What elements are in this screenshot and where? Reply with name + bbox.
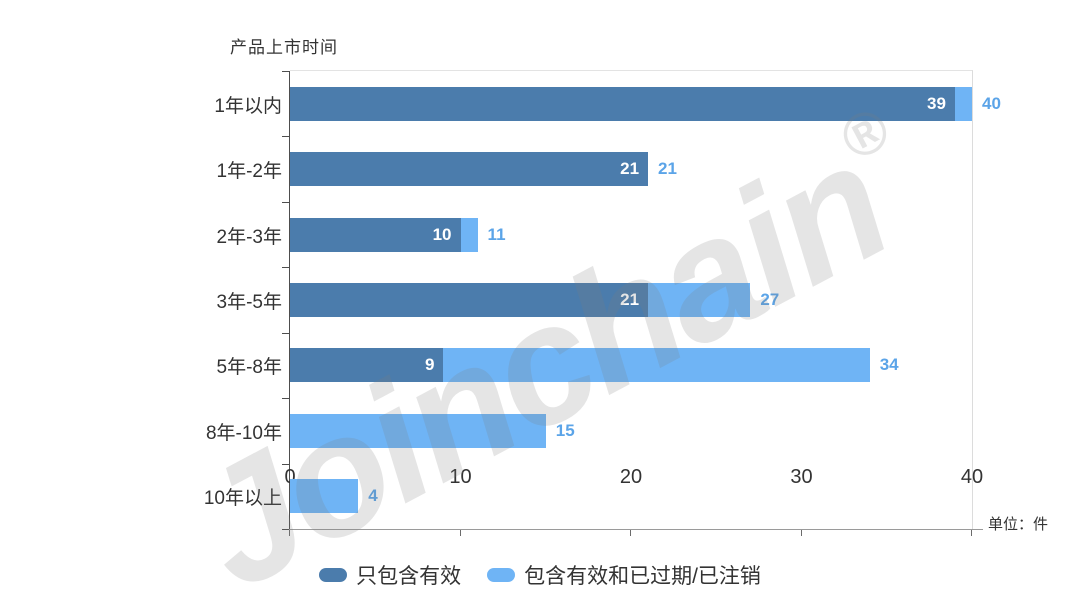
value-label-only-valid-1: 21 — [620, 159, 640, 179]
value-label-including-expired-0: 40 — [982, 93, 1001, 113]
value-label-only-valid-4: 9 — [424, 355, 435, 375]
x-axis-tick — [630, 530, 631, 536]
value-label-including-expired-2: 11 — [487, 224, 506, 244]
value-label-only-valid-0: 39 — [927, 93, 946, 113]
legend-marker-icon — [319, 568, 348, 582]
category-label-3: 3年-5年 — [216, 292, 282, 313]
plot-area: 39 40 21 21 10 11 21 27 9 34 15 4 — [282, 70, 1001, 536]
value-label-including-expired-1: 21 — [658, 159, 677, 179]
value-label-including-expired-3: 27 — [760, 290, 780, 309]
category-label-0: 1年以内 — [214, 95, 282, 117]
y-axis-line — [289, 71, 290, 530]
legend-marker-icon — [487, 568, 516, 582]
x-axis-tick — [459, 530, 461, 536]
y-axis-tick — [282, 136, 289, 138]
value-label-including-expired-4: 34 — [879, 355, 899, 375]
x-axis-tick — [971, 530, 972, 536]
category-label-1: 1年-2年 — [216, 161, 282, 183]
category-label-2: 2年-3年 — [216, 226, 282, 248]
x-axis-tick — [289, 530, 290, 536]
value-label-only-valid-2: 10 — [432, 224, 452, 244]
chart-title: 产品上市时间 — [230, 38, 338, 57]
legend-item-only-valid[interactable]: 只包含有效 — [319, 560, 461, 590]
value-label-only-valid-3: 21 — [620, 290, 640, 309]
x-axis-tick — [800, 530, 802, 536]
x-tick-label-20: 20 — [619, 466, 643, 488]
category-label-6: 10年以上 — [203, 488, 282, 510]
legend-label: 包含有效和已过期/已注销 — [524, 565, 761, 588]
unit-label: 单位：件 — [988, 516, 1049, 533]
x-tick-label-30: 30 — [790, 466, 813, 488]
bar-only-valid-0[interactable] — [290, 86, 955, 121]
y-axis-tick — [282, 71, 289, 72]
bar-including-expired-5[interactable] — [290, 413, 546, 448]
x-tick-label-10: 10 — [449, 466, 472, 488]
category-label-5: 8年-10年 — [205, 422, 282, 444]
legend-label: 只包含有效 — [356, 565, 462, 588]
bar-only-valid-4[interactable] — [290, 348, 444, 383]
x-tick-label-0: 0 — [284, 466, 296, 488]
value-label-including-expired-5: 15 — [555, 420, 575, 440]
bar-only-valid-1[interactable] — [290, 152, 649, 187]
y-axis-tick — [282, 398, 289, 400]
bar-only-valid-3[interactable] — [290, 283, 649, 317]
bar-including-expired-6[interactable] — [290, 479, 359, 514]
value-label-including-expired-6: 4 — [368, 486, 378, 506]
y-axis-tick — [282, 332, 289, 334]
category-label-4: 5年-8年 — [216, 357, 282, 379]
y-axis-tick — [282, 267, 289, 269]
x-axis-line — [289, 529, 983, 530]
x-tick-label-40: 40 — [960, 466, 984, 488]
legend-item-including-expired[interactable]: 包含有效和已过期/已注销 — [487, 560, 761, 590]
y-axis-tick — [282, 201, 289, 203]
y-axis-tick — [282, 529, 289, 530]
legend: 只包含有效 包含有效和已过期/已注销 — [0, 560, 1080, 590]
bar-only-valid-2[interactable] — [290, 217, 461, 252]
y-axis-tick — [282, 463, 289, 465]
